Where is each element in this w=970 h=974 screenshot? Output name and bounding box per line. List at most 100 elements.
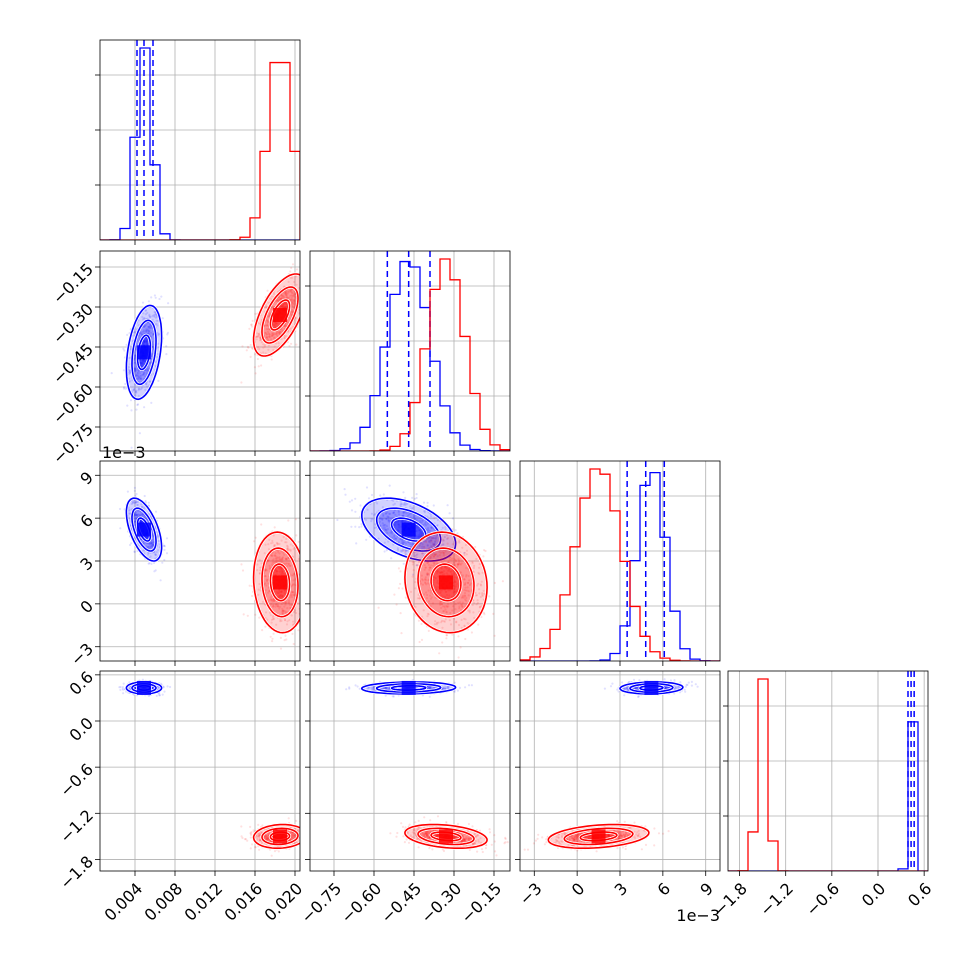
scatter-point xyxy=(285,638,287,640)
histogram-panel-0 xyxy=(95,40,300,245)
scatter-point xyxy=(257,358,259,360)
scatter-point xyxy=(351,499,353,501)
scatter-point xyxy=(126,405,128,407)
scatter-point xyxy=(396,603,398,605)
scatter-point xyxy=(322,540,324,542)
scatter-point xyxy=(258,617,260,619)
scatter-point xyxy=(242,569,244,571)
scatter-point xyxy=(494,582,496,584)
scatter-point xyxy=(271,640,273,642)
density-peak xyxy=(402,523,416,537)
scatter-point xyxy=(304,838,306,840)
scatter-point xyxy=(471,631,473,633)
scatter-point xyxy=(123,683,125,685)
scatter-point xyxy=(260,364,262,366)
scatter-point xyxy=(442,520,444,522)
scatter-point xyxy=(291,633,293,635)
scatter-point xyxy=(483,549,485,551)
scatter-point xyxy=(155,511,157,513)
scatter-point xyxy=(452,517,454,519)
scatter-point xyxy=(402,549,404,551)
scatter-point xyxy=(446,634,448,636)
scatter-point xyxy=(355,542,357,544)
scatter-point xyxy=(400,632,402,634)
scatter-point xyxy=(464,638,466,640)
scatter-point xyxy=(307,573,309,575)
scatter-point xyxy=(250,344,252,346)
scatter-point xyxy=(307,594,309,596)
scatter-point xyxy=(167,302,169,304)
scatter-point xyxy=(157,380,159,382)
scatter-point xyxy=(411,497,413,499)
scatter-point xyxy=(163,549,165,551)
scatter-point xyxy=(142,302,144,304)
scatter-point xyxy=(378,607,380,609)
scatter-point xyxy=(247,346,249,348)
scatter-inner xyxy=(118,679,314,857)
scatter-point xyxy=(304,595,306,597)
scatter-point xyxy=(360,525,362,527)
scatter-point xyxy=(289,270,291,272)
scatter-point xyxy=(290,343,292,345)
scatter-point xyxy=(401,587,403,589)
scatter-point xyxy=(304,586,306,588)
scatter-point xyxy=(307,604,309,606)
scatter-point xyxy=(280,648,282,650)
scatter-point xyxy=(302,306,304,308)
scatter-point xyxy=(241,345,243,347)
scatter-point xyxy=(162,694,164,696)
scatter-point xyxy=(165,353,167,355)
scatter-point xyxy=(247,615,249,617)
scatter-point xyxy=(306,298,308,300)
scatter-point xyxy=(302,282,304,284)
scatter-point xyxy=(303,543,305,545)
scatter-point xyxy=(451,528,453,530)
scatter-point xyxy=(254,313,256,315)
scatter-panel-3-0 xyxy=(95,671,314,876)
histogram-panel-3 xyxy=(723,671,928,876)
scatter-point xyxy=(416,497,418,499)
scatter-point xyxy=(122,692,124,694)
scatter-point xyxy=(449,512,451,514)
scatter-point xyxy=(302,599,304,601)
scatter-point xyxy=(350,526,352,528)
scatter-point xyxy=(297,629,299,631)
scatter-point xyxy=(166,552,168,554)
scatter-point xyxy=(371,494,373,496)
scatter-point xyxy=(404,497,406,499)
scatter-point xyxy=(354,498,356,500)
scatter-point xyxy=(306,589,308,591)
scatter-point xyxy=(384,550,386,552)
scatter-point xyxy=(254,366,256,368)
scatter-point xyxy=(399,583,401,585)
scatter-point xyxy=(358,526,360,528)
scatter-point xyxy=(296,268,298,270)
scatter-point xyxy=(438,652,440,654)
scatter-point xyxy=(288,817,290,819)
scatter-point xyxy=(477,624,479,626)
scatter-point xyxy=(258,849,260,851)
scatter-point xyxy=(119,508,121,510)
scatter-point xyxy=(301,565,303,567)
scatter-point xyxy=(271,358,273,360)
scatter-point xyxy=(150,402,152,404)
scatter-point xyxy=(310,607,312,609)
scatter-point xyxy=(502,580,504,582)
scatter-point xyxy=(306,293,308,295)
scatter-point xyxy=(288,345,290,347)
scatter-point xyxy=(398,587,400,589)
scatter-point xyxy=(302,601,304,603)
histogram-inner xyxy=(728,671,928,871)
scatter-point xyxy=(252,320,254,322)
scatter-point xyxy=(122,686,124,688)
scatter-point xyxy=(274,526,276,528)
scatter-point xyxy=(295,344,297,346)
scatter-point xyxy=(421,534,423,536)
scatter-point xyxy=(154,294,156,296)
scatter-point xyxy=(251,323,253,325)
scatter-point xyxy=(161,562,163,564)
scatter-point xyxy=(400,612,402,614)
scatter-point xyxy=(404,551,406,553)
